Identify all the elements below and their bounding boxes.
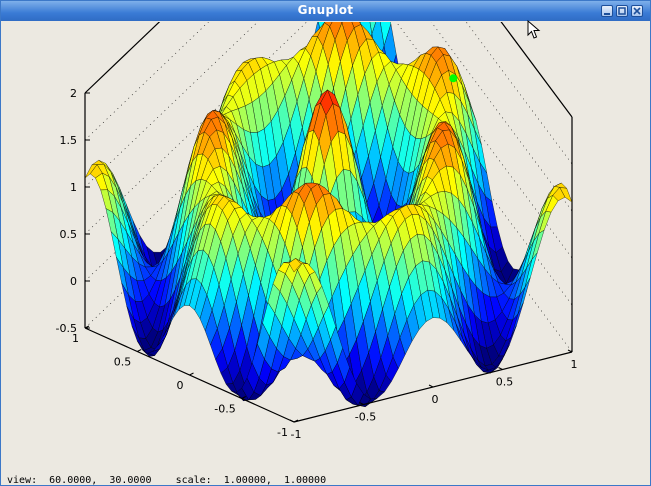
y-tick-label: 1 xyxy=(571,358,578,371)
mouse-pointer-icon xyxy=(527,20,541,39)
plot-canvas[interactable]: 2 1.5 1 0.5 0 -0.5 1 0.5 0 -0.5 -1 -1 -0.5 0 0.5 1 xyxy=(7,0,646,484)
surface-mesh xyxy=(84,0,573,408)
x-tick-label: 0 xyxy=(177,379,184,392)
titlebar[interactable]: Gnuplot xyxy=(1,1,650,21)
close-icon[interactable] xyxy=(631,5,643,17)
y-tick-label: -1 xyxy=(291,428,302,441)
minimize-icon[interactable] xyxy=(601,5,613,17)
peak-marker xyxy=(449,74,458,83)
x-tick-label: -0.5 xyxy=(214,403,235,416)
surface-plot[interactable]: 21.510.50-0.510.50-0.5-1 -1-0.500.51 xyxy=(7,0,646,474)
z-axis-ticks: 2 1.5 1 0.5 0 -0.5 xyxy=(56,87,90,335)
x-tick-label: 1 xyxy=(72,332,79,345)
z-tick-label: 1.5 xyxy=(60,134,78,147)
y-tick-label: 0.5 xyxy=(496,376,514,389)
z-tick-label: -0.5 xyxy=(56,322,77,335)
y-tick-label: 0 xyxy=(432,393,439,406)
maximize-icon[interactable] xyxy=(616,5,628,17)
x-tick-label: -1 xyxy=(277,426,288,439)
y-tick-label: -0.5 xyxy=(355,411,376,424)
z-tick-label: 0 xyxy=(70,275,77,288)
x-tick-label: 0.5 xyxy=(114,356,132,369)
x-axis-ticks: 1 0.5 0 -0.5 -1 xyxy=(72,325,299,439)
z-tick-label: 2 xyxy=(70,87,77,100)
z-tick-label: 1 xyxy=(70,181,77,194)
window-title: Gnuplot xyxy=(297,3,354,17)
y-axis-ticks: -1 -0.5 0 0.5 1 xyxy=(289,349,578,441)
z-tick-label: 0.5 xyxy=(60,228,78,241)
status-readout: view: 60.0000, 30.0000 scale: 1.00000, 1… xyxy=(7,475,327,486)
